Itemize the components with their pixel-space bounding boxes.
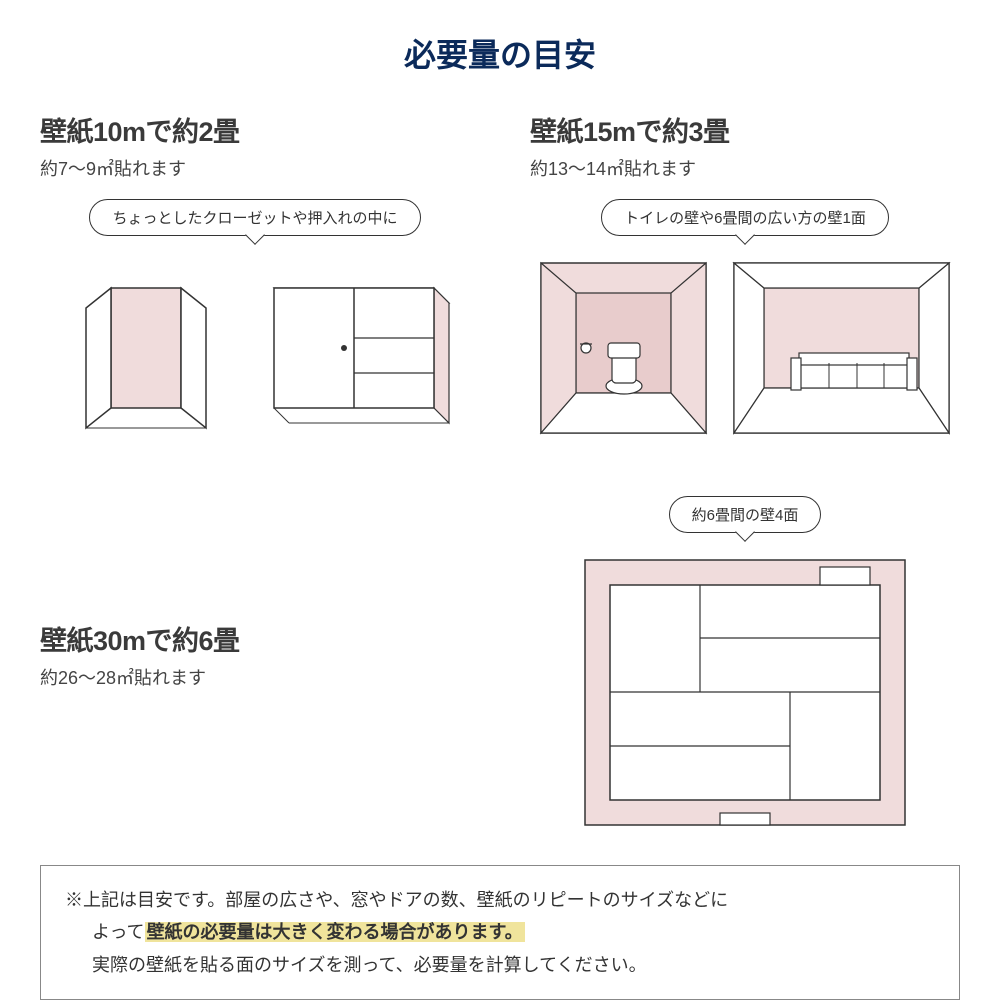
toilet-room-icon — [536, 258, 711, 438]
bubble-tail-icon — [245, 225, 265, 245]
illustration-row — [40, 258, 470, 438]
section-10m: 壁紙10mで約2畳 約7～9㎡貼れます ちょっとしたクローゼットや押入れの中に — [40, 110, 470, 438]
note-text: よって — [92, 922, 145, 942]
section-sub: 約13～14㎡貼れます — [530, 155, 960, 181]
page-title: 必要量の目安 — [40, 30, 960, 76]
section-heading: 壁紙10mで約2畳 — [40, 110, 470, 149]
floorplan-6jo-icon — [580, 555, 910, 830]
note-line: よって壁紙の必要量は大きく変わる場合があります。 — [65, 916, 935, 948]
section-sub: 約26～28㎡貼れます — [40, 664, 470, 690]
illustration-row — [530, 555, 960, 830]
section-heading: 壁紙15mで約3畳 — [530, 110, 960, 149]
note-highlight: 壁紙の必要量は大きく変わる場合があります。 — [145, 922, 525, 942]
section-30m-figure: 約6畳間の壁4面 — [530, 478, 960, 830]
section-30m: 壁紙30mで約6畳 約26～28㎡貼れます — [40, 478, 470, 830]
note-line: 実際の壁紙を貼る面のサイズを測って、必要量を計算してください。 — [65, 949, 935, 981]
closet-sliding-icon — [254, 258, 454, 438]
callout-bubble: 約6畳間の壁4面 — [669, 496, 822, 533]
section-15m: 壁紙15mで約3畳 約13～14㎡貼れます トイレの壁や6畳間の広い方の壁1面 — [530, 110, 960, 438]
bubble-tail-icon — [735, 522, 755, 542]
illustration-row — [530, 258, 960, 438]
callout-bubble: トイレの壁や6畳間の広い方の壁1面 — [601, 199, 889, 236]
notes-box: ※上記は目安です。部屋の広さや、窓やドアの数、壁紙のリピートのサイズなどに よっ… — [40, 865, 960, 1000]
callout-bubble: ちょっとしたクローゼットや押入れの中に — [89, 199, 420, 236]
note-line: ※上記は目安です。部屋の広さや、窓やドアの数、壁紙のリピートのサイズなどに — [65, 884, 935, 916]
closet-open-icon — [56, 258, 236, 438]
section-heading: 壁紙30mで約6畳 — [40, 619, 470, 658]
bubble-tail-icon — [735, 225, 755, 245]
room-wall-icon — [729, 258, 954, 438]
section-sub: 約7～9㎡貼れます — [40, 155, 470, 181]
